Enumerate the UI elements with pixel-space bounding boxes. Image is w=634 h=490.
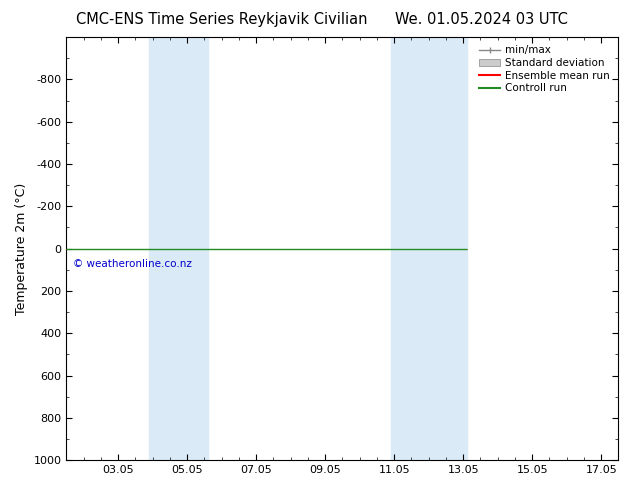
Text: CMC-ENS Time Series Reykjavik Civilian: CMC-ENS Time Series Reykjavik Civilian bbox=[76, 12, 368, 27]
Y-axis label: Temperature 2m (°C): Temperature 2m (°C) bbox=[15, 182, 28, 315]
Text: © weatheronline.co.nz: © weatheronline.co.nz bbox=[74, 259, 192, 269]
Legend: min/max, Standard deviation, Ensemble mean run, Controll run: min/max, Standard deviation, Ensemble me… bbox=[476, 42, 613, 97]
Bar bbox=[173, 37, 208, 460]
Bar bbox=[391, 37, 418, 460]
Bar bbox=[418, 37, 467, 460]
Text: We. 01.05.2024 03 UTC: We. 01.05.2024 03 UTC bbox=[396, 12, 568, 27]
Bar bbox=[149, 37, 173, 460]
